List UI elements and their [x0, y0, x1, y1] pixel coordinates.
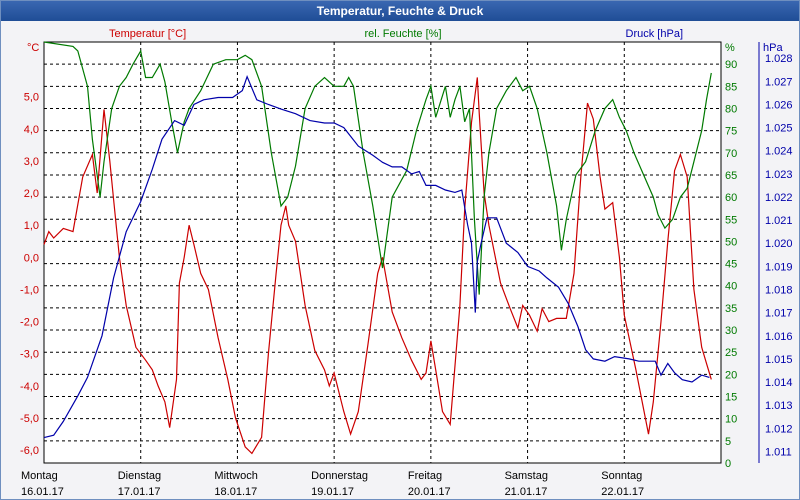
x-tick-date-label: 20.01.17	[408, 486, 451, 498]
x-tick-date-label: 19.01.17	[311, 486, 354, 498]
x-tick-day-label: Sonntag	[601, 470, 642, 482]
humidity-unit-label: %	[725, 42, 735, 54]
x-tick-date-label: 16.01.17	[21, 486, 64, 498]
pressure-tick-label: 1.024	[765, 146, 793, 158]
series-line-temperature	[43, 77, 712, 455]
humidity-axis-title: rel. Feuchte [%]	[364, 28, 441, 40]
pressure-tick-label: 1.013	[765, 400, 793, 412]
pressure-axis-title: Druck [hPa]	[626, 28, 683, 40]
humidity-tick-label: 20	[725, 369, 737, 381]
humidity-tick-label: 25	[725, 347, 737, 359]
humidity-tick-label: 75	[725, 126, 737, 138]
pressure-tick-label: 1.018	[765, 285, 793, 297]
temperature-tick-label: -4,0	[20, 381, 39, 393]
humidity-tick-label: 45	[725, 259, 737, 271]
temperature-tick-label: 0,0	[24, 252, 39, 264]
x-tick-day-label: Mittwoch	[214, 470, 257, 482]
pressure-tick-label: 1.028	[765, 53, 793, 65]
pressure-tick-label: 1.016	[765, 331, 793, 343]
pressure-tick-label: 1.017	[765, 308, 793, 320]
humidity-tick-label: 0	[725, 458, 731, 470]
temperature-tick-label: -5,0	[20, 413, 39, 425]
temperature-tick-label: 3,0	[24, 156, 39, 168]
x-tick-day-label: Samstag	[505, 470, 548, 482]
pressure-tick-label: 1.027	[765, 76, 793, 88]
temperature-tick-label: -6,0	[20, 445, 39, 457]
pressure-tick-label: 1.022	[765, 192, 793, 204]
x-tick-day-label: Montag	[21, 470, 58, 482]
x-tick-date-label: 17.01.17	[118, 486, 161, 498]
temperature-tick-label: -2,0	[20, 317, 39, 329]
humidity-tick-label: 90	[725, 59, 737, 71]
humidity-tick-label: 35	[725, 303, 737, 315]
pressure-tick-label: 1.021	[765, 215, 793, 227]
humidity-tick-label: 30	[725, 325, 737, 337]
humidity-tick-label: 40	[725, 281, 737, 293]
humidity-tick-label: 10	[725, 414, 737, 426]
humidity-tick-label: 65	[725, 170, 737, 182]
temperature-tick-label: 2,0	[24, 188, 39, 200]
temperature-tick-label: -1,0	[20, 284, 39, 296]
x-tick-date-label: 22.01.17	[601, 486, 644, 498]
pressure-tick-label: 1.012	[765, 423, 793, 435]
humidity-tick-label: 50	[725, 236, 737, 248]
x-tick-date-label: 21.01.17	[505, 486, 548, 498]
pressure-tick-label: 1.014	[765, 377, 793, 389]
pressure-unit-label: hPa	[763, 42, 783, 54]
temperature-tick-label: 4,0	[24, 124, 39, 136]
pressure-tick-label: 1.026	[765, 99, 793, 111]
chart-title: Temperatur, Feuchte & Druck	[1, 1, 799, 21]
x-tick-date-label: 18.01.17	[214, 486, 257, 498]
humidity-tick-label: 60	[725, 192, 737, 204]
pressure-tick-label: 1.020	[765, 238, 793, 250]
humidity-tick-label: 55	[725, 214, 737, 226]
humidity-tick-label: 15	[725, 392, 737, 404]
series-line-humidity	[43, 41, 712, 295]
x-tick-day-label: Freitag	[408, 470, 442, 482]
temperature-axis-title: Temperatur [°C]	[109, 28, 186, 40]
temperature-tick-label: 1,0	[24, 220, 39, 232]
humidity-tick-label: 80	[725, 103, 737, 115]
humidity-tick-label: 5	[725, 436, 731, 448]
x-tick-day-label: Dienstag	[118, 470, 161, 482]
humidity-tick-label: 70	[725, 148, 737, 160]
pressure-tick-label: 1.023	[765, 169, 793, 181]
humidity-tick-label: 85	[725, 81, 737, 93]
pressure-tick-label: 1.019	[765, 261, 793, 273]
pressure-tick-label: 1.011	[765, 446, 792, 458]
pressure-tick-label: 1.025	[765, 123, 793, 135]
series-line-pressure	[43, 75, 710, 439]
temperature-tick-label: -3,0	[20, 349, 39, 361]
temperature-tick-label: 5,0	[24, 92, 39, 104]
temperature-unit-label: °C	[27, 42, 39, 54]
plot-area	[43, 41, 722, 464]
x-tick-day-label: Donnerstag	[311, 470, 368, 482]
pressure-tick-label: 1.015	[765, 354, 793, 366]
